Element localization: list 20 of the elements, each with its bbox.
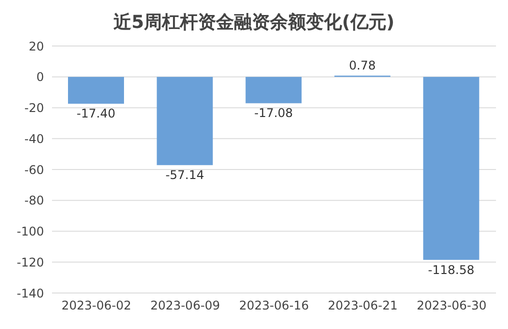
chart-title: 近5周杠杆资金融资余额变化(亿元): [112, 11, 396, 35]
y-tick-label: -100: [16, 224, 44, 239]
y-tick-label: -80: [24, 194, 44, 208]
data-label: -57.14: [165, 168, 204, 182]
y-tick-label: 0: [36, 70, 44, 84]
y-tick-label: -140: [16, 286, 44, 300]
data-label: -17.08: [254, 106, 293, 120]
data-label: -118.58: [428, 262, 474, 277]
x-tick-label: 2023-06-16: [239, 298, 309, 313]
y-tick-label: 20: [28, 39, 44, 54]
x-tick-label: 2023-06-02: [62, 298, 132, 313]
x-tick-label: 2023-06-21: [328, 298, 398, 313]
y-tick-label: -20: [24, 101, 44, 116]
x-tick-label: 2023-06-09: [150, 298, 220, 313]
y-tick-label: -40: [24, 132, 44, 146]
y-tick-label: -120: [16, 255, 44, 270]
y-tick-label: -60: [24, 162, 44, 177]
data-label: -17.40: [76, 106, 116, 121]
x-tick-label: 2023-06-30: [416, 298, 486, 313]
data-label: 0.78: [349, 58, 376, 73]
